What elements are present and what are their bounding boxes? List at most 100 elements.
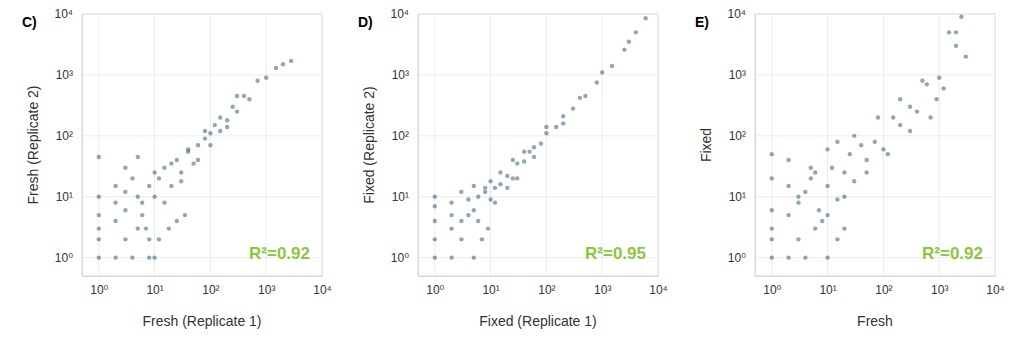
x-tick-label: 10² xyxy=(875,283,892,297)
point xyxy=(449,213,453,217)
point xyxy=(835,140,839,144)
point xyxy=(842,195,846,199)
x-tick-label: 10³ xyxy=(931,283,948,297)
points xyxy=(770,15,968,260)
point xyxy=(786,184,790,188)
x-tick: 10³ xyxy=(258,276,275,297)
point xyxy=(162,165,166,169)
y-tick: 10⁰ xyxy=(728,251,755,265)
grid-line-y xyxy=(82,135,322,136)
point xyxy=(97,213,101,217)
point xyxy=(859,143,863,147)
point xyxy=(825,213,829,217)
point xyxy=(225,118,229,122)
y-tick: 10⁴ xyxy=(54,7,82,21)
point xyxy=(898,123,902,127)
point xyxy=(130,255,134,259)
y-tick-label: 10² xyxy=(729,129,746,143)
point xyxy=(433,255,437,259)
points xyxy=(97,59,294,260)
x-tick-label: 10² xyxy=(538,283,555,297)
y-tick-label: 10³ xyxy=(729,68,746,82)
point xyxy=(643,16,647,20)
point xyxy=(433,195,437,199)
y-tick: 10⁴ xyxy=(390,7,418,21)
point xyxy=(247,97,251,101)
x-tick: 10¹ xyxy=(482,276,499,297)
x-axis-title: Fresh (Replicate 1) xyxy=(142,313,261,329)
x-axis: 10⁰10¹10²10³10⁴ xyxy=(756,276,1005,297)
point xyxy=(157,237,161,241)
grid-line-x xyxy=(154,14,155,276)
point xyxy=(954,30,958,34)
point xyxy=(130,176,134,180)
point xyxy=(842,226,846,230)
point xyxy=(203,136,207,140)
point xyxy=(511,176,515,180)
point xyxy=(449,226,453,230)
point xyxy=(515,161,519,165)
point xyxy=(488,179,492,183)
grid-line-x xyxy=(827,14,828,276)
x-tick: 10⁴ xyxy=(649,276,668,297)
x-axis-line xyxy=(83,276,323,277)
r-squared: R²=0.92 xyxy=(922,244,983,263)
point xyxy=(511,158,515,162)
figure: 10⁰10¹10²10³10⁴10⁰10¹10²10³10⁴C)Fresh (R… xyxy=(0,0,1024,347)
y-axis-title: Fixed xyxy=(698,128,714,162)
point xyxy=(522,149,526,153)
point xyxy=(803,190,807,194)
point xyxy=(147,237,151,241)
point xyxy=(876,115,880,119)
point xyxy=(928,115,932,119)
y-axis-title: Fresh (Replicate 2) xyxy=(25,85,41,204)
point xyxy=(218,115,222,119)
point xyxy=(954,44,958,48)
point xyxy=(864,158,868,162)
x-tick-label: 10⁴ xyxy=(313,283,332,297)
point xyxy=(157,176,161,180)
point xyxy=(472,255,476,259)
point xyxy=(934,97,938,101)
point xyxy=(554,125,558,129)
grid-line-y xyxy=(755,135,995,136)
point xyxy=(770,152,774,156)
point xyxy=(770,208,774,212)
grid-line-x xyxy=(995,14,996,276)
grid-line-y xyxy=(755,14,995,15)
point xyxy=(476,195,480,199)
point xyxy=(920,79,924,83)
point xyxy=(493,200,497,204)
points xyxy=(433,16,648,260)
point xyxy=(786,213,790,217)
panel-label: D) xyxy=(358,14,373,30)
point xyxy=(947,30,951,34)
grid xyxy=(418,14,658,276)
plot-frame xyxy=(82,14,322,276)
point xyxy=(255,79,259,83)
point xyxy=(803,255,807,259)
point xyxy=(809,176,813,180)
x-tick-label: 10⁴ xyxy=(986,283,1005,297)
point xyxy=(186,149,190,153)
x-tick: 10⁰ xyxy=(90,276,108,297)
y-tick-label: 10⁴ xyxy=(54,7,73,21)
point xyxy=(235,94,239,98)
x-tick-label: 10¹ xyxy=(482,283,499,297)
grid-line-y xyxy=(82,14,322,15)
y-axis-title: Fixed (Replicate 2) xyxy=(361,86,377,204)
grid xyxy=(755,14,995,276)
point xyxy=(235,109,239,113)
grid-line-y xyxy=(418,135,658,136)
point xyxy=(152,195,156,199)
point xyxy=(136,195,140,199)
point xyxy=(113,255,117,259)
grid-line-x xyxy=(434,14,435,276)
y-tick-label: 10³ xyxy=(392,68,409,82)
point xyxy=(123,237,127,241)
panel-label: C) xyxy=(22,14,37,30)
point xyxy=(493,186,497,190)
panel: 10⁰10¹10²10³10⁴10⁰10¹10²10³10⁴ xyxy=(727,7,1004,296)
point xyxy=(561,121,565,125)
point xyxy=(770,226,774,230)
